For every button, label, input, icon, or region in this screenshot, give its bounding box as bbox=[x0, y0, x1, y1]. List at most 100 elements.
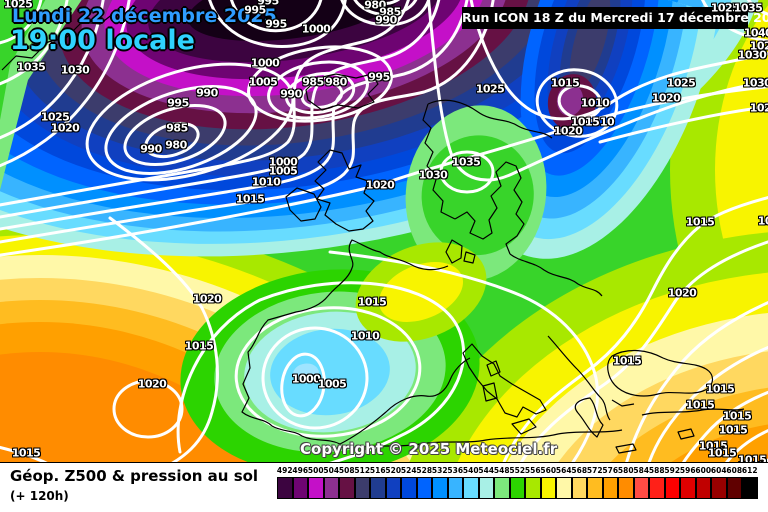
pressure-label: 1015 bbox=[685, 215, 715, 229]
scale-value: 612 bbox=[741, 466, 758, 475]
scale-color-box bbox=[649, 477, 665, 499]
scale-color-box bbox=[711, 477, 727, 499]
scale-value: 572 bbox=[586, 466, 603, 475]
scale-color-box bbox=[525, 477, 541, 499]
pressure-label: 1015 bbox=[550, 76, 580, 90]
scale-value: 592 bbox=[664, 466, 681, 475]
pressure-label: 990 bbox=[375, 13, 397, 27]
chart-title: Géop. Z500 & pression au sol bbox=[10, 467, 259, 485]
scale-color-box bbox=[540, 477, 556, 499]
pressure-label: 1020 bbox=[137, 377, 167, 391]
scale-value: 504 bbox=[323, 466, 340, 475]
pressure-label: 1010 bbox=[580, 96, 610, 110]
scale-color-box bbox=[726, 477, 742, 499]
scale-value: 528 bbox=[416, 466, 433, 475]
pressure-label: 1015 bbox=[698, 439, 728, 453]
scale-color-box bbox=[463, 477, 479, 499]
pressure-label: 995 bbox=[257, 0, 279, 8]
coastlines bbox=[1, 9, 745, 454]
pressure-label: 1025 bbox=[666, 76, 696, 90]
scale-value: 492 bbox=[276, 466, 293, 475]
scale-value: 508 bbox=[338, 466, 355, 475]
scale-value: 544 bbox=[478, 466, 495, 475]
scale-color-box bbox=[494, 477, 510, 499]
scale-color-box bbox=[277, 477, 293, 499]
map-area: Lundi 22 décembre 2025 19:00 locale Run … bbox=[0, 0, 768, 462]
pressure-label: 995 bbox=[368, 70, 390, 84]
scale-value: 584 bbox=[633, 466, 650, 475]
pressure-label: 1020 bbox=[651, 91, 681, 105]
pressure-label: 1015 bbox=[685, 398, 715, 412]
pressure-label: 980 bbox=[325, 75, 347, 89]
scale-value: 552 bbox=[509, 466, 526, 475]
scale-value: 536 bbox=[447, 466, 464, 475]
pressure-label: 1015 bbox=[757, 214, 768, 228]
scale-value: 516 bbox=[369, 466, 386, 475]
scale-value: 496 bbox=[292, 466, 309, 475]
scale-value: 596 bbox=[679, 466, 696, 475]
scale-value: 600 bbox=[695, 466, 712, 475]
valid-date-label: Lundi 22 décembre 2025 bbox=[12, 5, 277, 27]
scale-color-box bbox=[618, 477, 634, 499]
pressure-label: 1000 bbox=[268, 155, 298, 169]
legend-bar: Géop. Z500 & pression au sol (+ 120h) 49… bbox=[0, 462, 768, 512]
scale-value: 568 bbox=[571, 466, 588, 475]
pressure-label: 1025 bbox=[710, 1, 740, 15]
pressure-label: 990 bbox=[280, 87, 302, 101]
scale-value: 576 bbox=[602, 466, 619, 475]
scale-color-box bbox=[416, 477, 432, 499]
pressure-label: 995 bbox=[167, 96, 189, 110]
pressure-label: 1030 bbox=[737, 48, 767, 62]
scale-color-box bbox=[339, 477, 355, 499]
pressure-label: 10 bbox=[599, 115, 615, 129]
pressure-label: 1025 bbox=[3, 0, 33, 11]
ridge-scandinavia bbox=[405, 105, 547, 281]
scale-value: 556 bbox=[524, 466, 541, 475]
scale-color-box bbox=[633, 477, 649, 499]
pressure-label: 1015 bbox=[357, 295, 387, 309]
valid-time-label: 19:00 locale bbox=[10, 25, 195, 56]
scale-color-box bbox=[509, 477, 525, 499]
corner-northwest bbox=[0, 0, 82, 190]
geopotential-field bbox=[0, 0, 768, 462]
scale-value: 608 bbox=[726, 466, 743, 475]
scale-color-box bbox=[354, 477, 370, 499]
pressure-label: 1015 bbox=[184, 339, 214, 353]
pressure-label: 995 bbox=[244, 3, 266, 17]
pressure-label: 1020 bbox=[192, 292, 222, 306]
scale-value: 540 bbox=[462, 466, 479, 475]
pressure-label: 1015 bbox=[235, 192, 265, 206]
lead-time-label: (+ 120h) bbox=[10, 489, 69, 503]
pressure-label: 1030 bbox=[60, 63, 90, 77]
scale-color-box bbox=[401, 477, 417, 499]
scale-value: 580 bbox=[617, 466, 634, 475]
scale-value: 604 bbox=[710, 466, 727, 475]
pressure-label: 1015 bbox=[11, 446, 41, 460]
pressure-label: 1015 bbox=[718, 423, 748, 437]
pressure-label: 995 bbox=[265, 17, 287, 31]
scale-color-box bbox=[602, 477, 618, 499]
pressure-label: 1010 bbox=[350, 329, 380, 343]
scale-color-box bbox=[680, 477, 696, 499]
pressure-label: 1015 bbox=[707, 446, 737, 460]
pressure-label: 980 bbox=[364, 0, 386, 12]
scale-value: 564 bbox=[555, 466, 572, 475]
scale-color-box bbox=[292, 477, 308, 499]
scale-value: 560 bbox=[540, 466, 557, 475]
scale-color-box bbox=[385, 477, 401, 499]
copyright-text: Copyright © 2025 Meteociel.fr bbox=[300, 440, 558, 458]
pressure-label: 1025 bbox=[749, 39, 768, 53]
scale-color-box bbox=[571, 477, 587, 499]
scale-color-box bbox=[432, 477, 448, 499]
pressure-label: 1000 bbox=[301, 22, 331, 36]
pressure-label: 1015 bbox=[705, 382, 735, 396]
scale-color-box bbox=[308, 477, 324, 499]
pressure-label: 1000 bbox=[250, 56, 280, 70]
scale-value: 500 bbox=[307, 466, 324, 475]
scale-color-box bbox=[370, 477, 386, 499]
pressure-label: 1005 bbox=[248, 75, 278, 89]
pressure-label: 1025 bbox=[475, 82, 505, 96]
scale-value: 520 bbox=[385, 466, 402, 475]
scale-color-box bbox=[664, 477, 680, 499]
